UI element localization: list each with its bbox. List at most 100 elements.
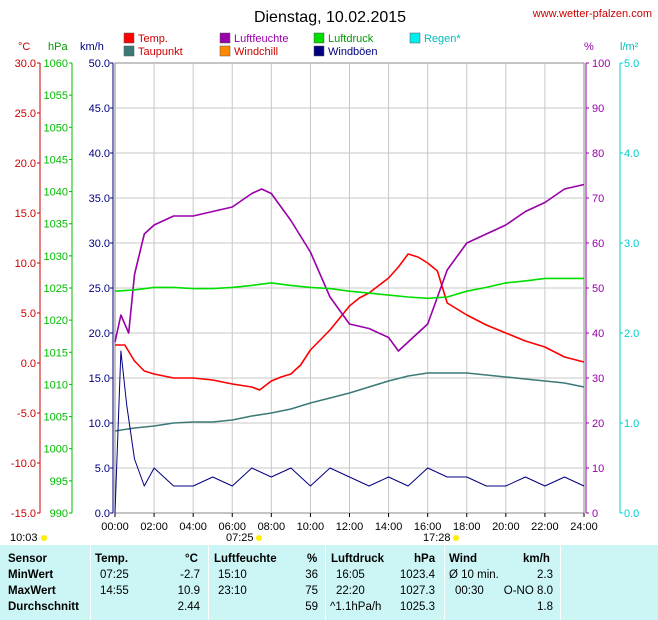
stats-header-humidity: Luftfeuchte <box>214 553 277 565</box>
pressure-unit-label: hPa <box>48 41 68 53</box>
stats-humidity-time: 15:10 <box>218 569 247 581</box>
legend-swatch-temp <box>123 32 135 44</box>
temp-tick-label: 30.0 <box>15 58 36 70</box>
series-line-taupunkt <box>114 372 585 432</box>
weather-chart: Dienstag, 10.02.2015 www.wetter-pfalzen.… <box>10 8 652 544</box>
stats-wind-value: 2.3 <box>537 569 553 581</box>
pressure-tick-label: 1005 <box>44 412 68 424</box>
pressure-tick-label: 1010 <box>44 379 68 391</box>
pressure-tick-label: 1035 <box>44 219 68 231</box>
legend-label-pressure: Luftdruck <box>328 33 374 45</box>
pressure-tick-label: 1000 <box>44 444 68 456</box>
wind-tick-label: 0.0 <box>95 508 110 520</box>
wind-tick-label: 50.0 <box>89 58 110 70</box>
legend-swatch-dewpoint <box>123 45 135 57</box>
series-line-luftdruck <box>114 277 584 300</box>
legend-label-temp: Temp. <box>138 33 168 45</box>
legend: Temp. Luftfeuchte Luftdruck Regen* Taupu… <box>123 32 461 58</box>
humidity-tick-label: 90 <box>592 103 604 115</box>
stats-separator <box>444 545 445 620</box>
stats-wind-value: 1.8 <box>537 601 553 613</box>
temp-tick-label: 0.0 <box>21 358 36 370</box>
chart-title: Dienstag, 10.02.2015 <box>254 9 406 26</box>
stats-separator <box>560 545 561 620</box>
stats-pressure-time: 22:20 <box>336 585 365 597</box>
axis-lines <box>37 62 623 517</box>
x-tick-label: 02:00 <box>140 521 168 533</box>
pressure-tick-label: 1040 <box>44 187 68 199</box>
stats-humidity-time: 23:10 <box>218 585 247 597</box>
stats-header-row: Sensor Temp. °C Luftfeuchte % Luftdruck … <box>0 553 560 569</box>
wind-tick-label: 20.0 <box>89 328 110 340</box>
x-tick-label: 16:00 <box>414 521 442 533</box>
stats-header-humidity-unit: % <box>307 553 318 565</box>
stats-header-wind-unit: km/h <box>523 553 550 565</box>
humidity-tick-label: 70 <box>592 193 604 205</box>
sun-markers: 10:03 07:25 17:28 <box>10 532 459 544</box>
stats-header-pressure: Luftdruck <box>331 553 385 565</box>
series-line-temp <box>115 253 585 391</box>
x-tick-label: 22:00 <box>531 521 559 533</box>
sun-icon <box>41 535 47 541</box>
pressure-tick-label: 1060 <box>44 58 68 70</box>
temp-tick-label: -15.0 <box>11 508 36 520</box>
x-tick-label: 04:00 <box>179 521 207 533</box>
legend-swatch-gusts <box>313 45 325 57</box>
stats-header-temp: Temp. <box>95 553 129 565</box>
sunrise-icon <box>256 535 262 541</box>
sunset-icon <box>453 535 459 541</box>
humidity-unit-label: % <box>584 41 594 53</box>
legend-label-rain: Regen* <box>424 33 461 45</box>
stats-header-pressure-unit: hPa <box>414 553 436 565</box>
pressure-tick-label: 1015 <box>44 347 68 359</box>
humidity-tick-label: 40 <box>592 328 604 340</box>
x-tick-label: 24:00 <box>570 521 598 533</box>
pressure-tick-label: 1055 <box>44 90 68 102</box>
wind-tick-label: 30.0 <box>89 238 110 250</box>
x-tick-label: 08:00 <box>258 521 286 533</box>
wind-unit-label: km/h <box>80 41 104 53</box>
stats-row-label: Durchschnitt <box>8 601 79 613</box>
stats-separator <box>325 545 326 620</box>
tick-labels: -15.0 -10.0 -5.0 0.0 5.0 10.0 15.0 20.0 25.0 30.0… <box>11 58 639 533</box>
stats-temp-value: 10.9 <box>177 585 200 597</box>
temp-tick-label: -5.0 <box>17 408 36 420</box>
stats-header-sensor: Sensor <box>8 553 47 565</box>
stats-pressure-value: 1025.3 <box>399 601 435 613</box>
temp-tick-label: 15.0 <box>15 208 36 220</box>
stats-pressure-time: 16:05 <box>336 569 365 581</box>
rain-tick-label: 5.0 <box>624 58 639 70</box>
rise-label: 10:03 <box>10 532 38 544</box>
stats-temp-value: -2.7 <box>180 569 200 581</box>
wind-tick-label: 35.0 <box>89 193 110 205</box>
rain-tick-label: 4.0 <box>624 148 639 160</box>
stats-separator <box>208 545 209 620</box>
pressure-tick-label: 1020 <box>44 315 68 327</box>
x-tick-label: 18:00 <box>453 521 481 533</box>
stats-humidity-value: 36 <box>305 569 318 581</box>
wind-tick-label: 40.0 <box>89 148 110 160</box>
stats-header-wind: Wind <box>449 553 477 565</box>
pressure-tick-label: 1030 <box>44 251 68 263</box>
pressure-tick-label: 1045 <box>44 154 68 166</box>
stats-temp-time: 07:25 <box>100 569 129 581</box>
stats-header-temp-unit: °C <box>185 553 198 565</box>
wind-tick-label: 25.0 <box>89 283 110 295</box>
stats-wind-label: Ø 10 min. <box>449 569 499 581</box>
legend-swatch-humidity <box>219 32 231 44</box>
x-tick-label: 14:00 <box>375 521 403 533</box>
humidity-tick-label: 20 <box>592 418 604 430</box>
series-line-windböen <box>114 350 585 514</box>
stats-row-max: MaxWert 14:55 10.9 23:10 75 22:20 1027.3… <box>0 585 560 601</box>
x-tick-label: 20:00 <box>492 521 520 533</box>
temp-tick-label: 10.0 <box>15 258 36 270</box>
series-layer <box>114 183 585 514</box>
pressure-tick-label: 995 <box>50 476 68 488</box>
stats-pressure-value: 1027.3 <box>399 585 435 597</box>
humidity-tick-label: 100 <box>592 58 610 70</box>
legend-label-windchill: Windchill <box>234 46 278 58</box>
series-line-luftfeuchte <box>114 183 585 352</box>
stats-temp-time: 14:55 <box>100 585 129 597</box>
stats-wind-label: 00:30 <box>455 585 484 597</box>
x-tick-label: 12:00 <box>336 521 364 533</box>
